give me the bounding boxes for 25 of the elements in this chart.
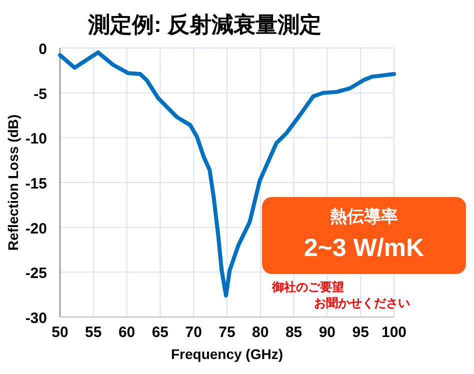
x-tick-label: 85: [285, 324, 302, 341]
y-tick-label: -5: [34, 86, 47, 103]
x-tick-label: 75: [218, 324, 236, 341]
y-tick-label: -20: [25, 220, 47, 238]
annotation: お聞かせください: [314, 296, 410, 310]
x-tick-label: 90: [318, 324, 336, 341]
x-axis-title: Frequency (GHz): [170, 346, 284, 362]
y-tick-label: -25: [25, 265, 47, 282]
x-tick-label: 80: [252, 324, 269, 341]
annotation: 2~3 W/mK: [304, 234, 424, 262]
y-tick-label: -30: [25, 310, 47, 327]
y-tick-label: -10: [25, 130, 47, 148]
x-tick-label: 55: [85, 324, 102, 341]
x-tick-label: 70: [185, 324, 202, 341]
chart-title: 測定例: 反射減衰量測定: [87, 12, 322, 37]
x-tick-label: 65: [152, 324, 169, 341]
y-tick-label: 0: [38, 41, 47, 58]
y-axis-title: Reflection Loss (dB): [5, 114, 21, 251]
y-tick-label: -15: [25, 176, 47, 192]
x-tick-label: 95: [352, 324, 369, 341]
x-tick-label: 100: [381, 324, 407, 341]
x-tick-label: 60: [118, 324, 136, 341]
x-tick-label: 50: [52, 324, 68, 341]
annotation: 熱伝導率: [329, 207, 398, 226]
annotation: 御社のご要望: [271, 280, 344, 294]
